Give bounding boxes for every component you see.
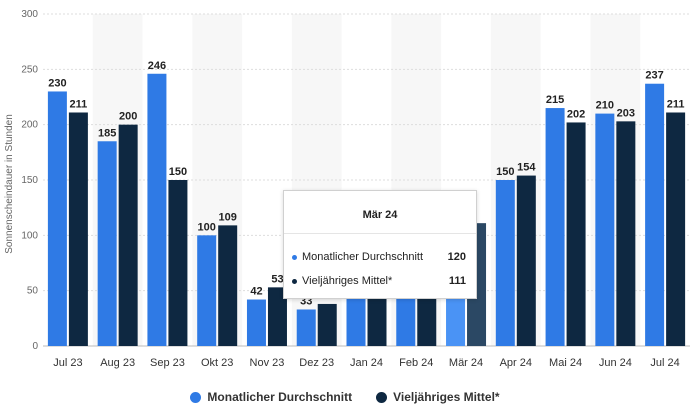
x-tick-label: Mai 24 xyxy=(549,357,582,369)
data-label: 150 xyxy=(496,166,514,178)
y-tick-label: 100 xyxy=(21,230,38,241)
x-axis-ticks: Jul 23 Aug 23 Sep 23 Okt 23 Nov 23 Dez 23 Jan … xyxy=(53,357,680,369)
x-tick-label: Dez 23 xyxy=(299,357,334,369)
x-tick-label: Nov 23 xyxy=(250,357,285,369)
legend-label-monthly: Monatlicher Durchschnitt xyxy=(207,390,353,404)
y-tick-label: 0 xyxy=(32,341,38,352)
bar-longterm[interactable] xyxy=(417,290,437,346)
bar-monthly[interactable] xyxy=(396,290,416,346)
data-label: 203 xyxy=(617,107,635,119)
bar-longterm[interactable] xyxy=(616,121,636,346)
x-tick-label: Mär 24 xyxy=(449,357,483,369)
legend-swatch-monthly xyxy=(190,391,202,403)
tooltip-title: Mär 24 xyxy=(362,209,398,221)
bar-monthly[interactable] xyxy=(147,73,167,346)
tooltip: Mär 24 Monatlicher Durchschnitt 120 Viel… xyxy=(283,190,477,299)
bar-monthly[interactable] xyxy=(197,235,217,346)
y-tick-label: 300 xyxy=(21,9,38,20)
tooltip-separator xyxy=(284,233,476,234)
data-label: 210 xyxy=(596,100,614,112)
y-axis-ticks: 0 50 100 150 200 250 300 xyxy=(21,9,38,352)
data-label: 230 xyxy=(48,77,66,89)
tooltip-value-monthly: 120 xyxy=(447,251,466,263)
tooltip-dot-longterm xyxy=(292,278,297,284)
bars xyxy=(47,73,686,347)
bar-longterm[interactable] xyxy=(68,112,88,346)
x-tick-label: Feb 24 xyxy=(399,357,433,369)
y-tick-label: 150 xyxy=(21,175,38,186)
data-label: 109 xyxy=(219,211,237,223)
y-tick-label: 50 xyxy=(27,286,39,297)
bar-monthly[interactable] xyxy=(296,309,316,346)
bar-longterm[interactable] xyxy=(118,124,138,347)
data-label: 215 xyxy=(546,94,564,106)
data-label: 211 xyxy=(70,98,88,110)
bar-longterm[interactable] xyxy=(367,297,387,346)
x-tick-label: Sep 23 xyxy=(150,357,185,369)
legend-label-longterm: Vieljähriges Mittel* xyxy=(393,390,500,404)
tooltip-name-longterm: Vieljähriges Mittel* xyxy=(302,275,393,287)
x-tick-label: Jul 24 xyxy=(650,357,679,369)
bar-monthly[interactable] xyxy=(595,113,615,346)
data-label: 246 xyxy=(148,60,166,72)
tooltip-row-longterm: Vieljähriges Mittel* 111 xyxy=(292,275,466,287)
bar-longterm[interactable] xyxy=(168,180,188,346)
tooltip-dot-monthly xyxy=(292,254,297,260)
bar-monthly[interactable] xyxy=(97,141,117,346)
legend-swatch-longterm xyxy=(376,391,388,403)
x-tick-label: Jun 24 xyxy=(599,357,632,369)
bar-monthly[interactable] xyxy=(246,299,266,346)
bar-longterm[interactable] xyxy=(566,122,586,346)
bar-longterm[interactable] xyxy=(218,225,238,346)
bar-monthly[interactable] xyxy=(346,290,366,346)
data-label: 200 xyxy=(119,111,137,123)
y-axis-label: Sonnenscheindauer in Stunden xyxy=(4,114,15,254)
data-label: 42 xyxy=(250,286,262,298)
data-label: 100 xyxy=(198,221,216,233)
bar-monthly[interactable] xyxy=(645,83,665,346)
data-label: 211 xyxy=(667,98,685,110)
tooltip-name-monthly: Monatlicher Durchschnitt xyxy=(302,251,424,263)
bar-longterm[interactable] xyxy=(666,112,686,346)
data-label: 53 xyxy=(271,273,283,285)
y-tick-label: 250 xyxy=(21,64,38,75)
y-tick-label: 200 xyxy=(21,120,38,131)
x-tick-label: Jul 23 xyxy=(53,357,82,369)
data-label: 237 xyxy=(645,70,663,82)
data-label: 202 xyxy=(567,108,585,120)
legend: Monatlicher Durchschnitt Vieljähriges Mi… xyxy=(0,390,690,404)
legend-item-monthly[interactable]: Monatlicher Durchschnitt xyxy=(190,390,352,404)
x-tick-label: Okt 23 xyxy=(201,357,233,369)
tooltip-row-monthly: Monatlicher Durchschnitt 120 xyxy=(292,251,466,263)
tooltip-value-longterm: 111 xyxy=(448,275,466,287)
bar-monthly[interactable] xyxy=(495,180,515,346)
x-tick-label: Apr 24 xyxy=(500,357,532,369)
bar-longterm[interactable] xyxy=(267,287,287,346)
data-label: 154 xyxy=(517,162,536,174)
bar-longterm[interactable] xyxy=(516,175,536,346)
bar-monthly[interactable] xyxy=(545,108,565,346)
bar-longterm[interactable] xyxy=(317,303,337,346)
x-tick-label: Aug 23 xyxy=(100,357,135,369)
data-label: 150 xyxy=(169,166,187,178)
data-label: 185 xyxy=(98,127,116,139)
bar-monthly[interactable] xyxy=(47,91,67,346)
x-tick-label: Jan 24 xyxy=(350,357,383,369)
legend-item-longterm[interactable]: Vieljähriges Mittel* xyxy=(376,390,500,404)
